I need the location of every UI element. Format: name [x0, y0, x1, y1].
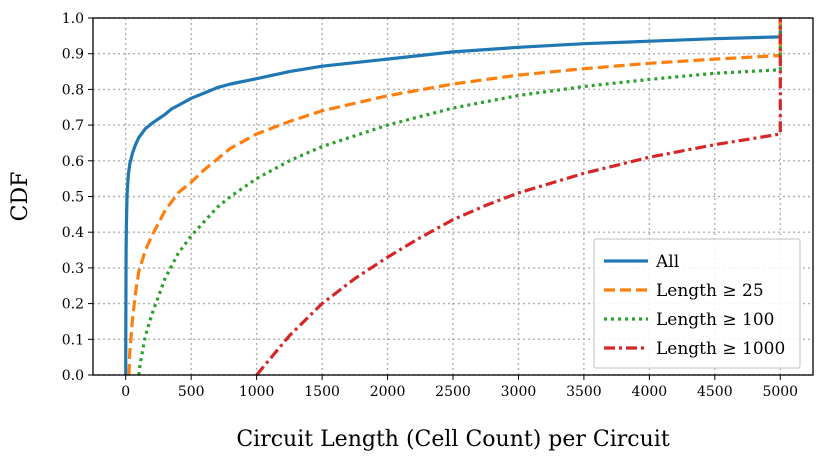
- x-tick-label: 1000: [239, 384, 275, 400]
- y-tick-label: 0.1: [62, 332, 84, 348]
- y-tick-label: 0.3: [62, 261, 84, 277]
- y-tick-label: 1.0: [62, 11, 84, 27]
- legend-label: Length ≥ 100: [656, 310, 774, 330]
- x-tick-label: 500: [178, 384, 205, 400]
- series-line: [255, 18, 782, 377]
- x-tick-label: 4500: [697, 384, 733, 400]
- x-tick-label: 2000: [370, 384, 406, 400]
- legend-label: Length ≥ 25: [656, 281, 764, 301]
- legend-label: Length ≥ 1000: [656, 339, 785, 359]
- y-tick-label: 0.7: [62, 118, 84, 134]
- x-tick-label: 1500: [304, 384, 340, 400]
- legend-label: All: [655, 252, 679, 272]
- y-tick-label: 0.0: [62, 368, 84, 384]
- series-group: [124, 18, 782, 377]
- x-tick-label: 2500: [435, 384, 471, 400]
- series-line: [127, 18, 782, 376]
- y-axis-label: CDF: [8, 172, 33, 222]
- y-tick-label: 0.4: [62, 225, 84, 241]
- series-line: [137, 18, 782, 376]
- legend: All Length ≥ 25 Length ≥ 100 Length ≥ 1000: [593, 238, 801, 369]
- axis-ticks: 0 500 1000 1500 2000 2500 3000 3500 4000 4500 5000…: [62, 11, 798, 400]
- y-tick-label: 0.6: [62, 154, 84, 170]
- x-tick-label: 0: [121, 384, 130, 400]
- series-line: [124, 18, 782, 376]
- x-tick-label: 3000: [501, 384, 537, 400]
- x-axis-label: Circuit Length (Cell Count) per Circuit: [236, 427, 669, 452]
- y-tick-label: 0.5: [62, 190, 84, 206]
- legend-box: [593, 238, 801, 369]
- y-tick-label: 0.2: [62, 297, 84, 313]
- x-tick-label: 5000: [762, 384, 798, 400]
- x-tick-label: 3500: [566, 384, 602, 400]
- y-tick-label: 0.9: [62, 47, 84, 63]
- y-tick-label: 0.8: [62, 82, 84, 98]
- x-tick-label: 4000: [632, 384, 668, 400]
